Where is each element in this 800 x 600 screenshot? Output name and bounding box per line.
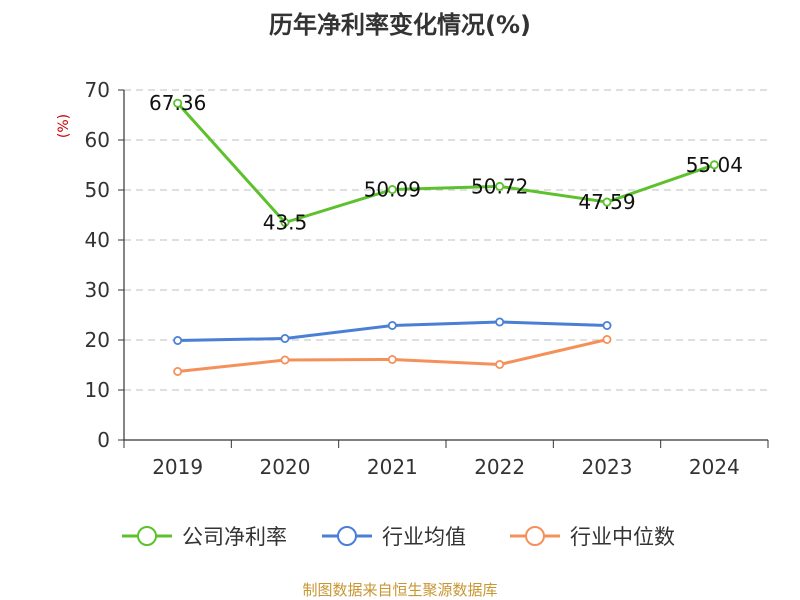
data-point[interactable] xyxy=(387,354,397,364)
data-labels: 67.36 43.5 50.09 50.72 47.59 55.04 xyxy=(149,91,743,234)
y-tick-label: 50 xyxy=(85,178,110,202)
data-point[interactable] xyxy=(387,185,397,195)
source-note: 制图数据来自恒生聚源数据库 xyxy=(302,581,497,599)
data-point[interactable] xyxy=(495,359,505,369)
legend-item-2[interactable]: 行业均值 xyxy=(322,525,466,549)
series-lines xyxy=(173,98,719,376)
data-point[interactable] xyxy=(280,217,290,227)
y-tick-label: 60 xyxy=(85,128,110,152)
series-line-1 xyxy=(176,102,715,224)
data-point[interactable] xyxy=(495,317,505,327)
data-point[interactable] xyxy=(173,98,183,108)
chart-title: 历年净利率变化情况(%) xyxy=(269,11,531,39)
legend-label: 公司净利率 xyxy=(182,525,287,549)
data-label: 50.09 xyxy=(364,178,421,202)
data-point[interactable] xyxy=(602,197,612,207)
y-axis-unit-label: (%) xyxy=(56,114,72,138)
axes: 0 10 20 30 40 50 60 70 2019 2020 2021 2022 2023 2024 xyxy=(85,78,769,479)
y-tick-label: 70 xyxy=(85,78,110,102)
x-tick-label: 2024 xyxy=(689,455,740,479)
x-tick-label: 2023 xyxy=(582,455,633,479)
data-point[interactable] xyxy=(709,160,719,170)
y-tick-label: 10 xyxy=(85,378,110,402)
y-tick-label: 40 xyxy=(85,228,110,252)
data-label: 67.36 xyxy=(149,91,206,115)
data-point[interactable] xyxy=(387,320,397,330)
legend-marker xyxy=(137,526,157,546)
grid-lines xyxy=(124,89,768,391)
y-tick-label: 0 xyxy=(97,428,110,452)
data-label: 47.59 xyxy=(578,190,635,214)
data-label: 50.72 xyxy=(471,174,528,198)
data-point[interactable] xyxy=(173,366,183,376)
data-point[interactable] xyxy=(280,333,290,343)
legend-marker xyxy=(337,526,357,546)
y-tick-label: 20 xyxy=(85,328,110,352)
legend-item-1[interactable]: 公司净利率 xyxy=(122,525,287,549)
y-tick-label: 30 xyxy=(85,278,110,302)
x-tick-label: 2022 xyxy=(474,455,525,479)
x-tick-label: 2021 xyxy=(367,455,418,479)
x-tick-label: 2020 xyxy=(260,455,311,479)
data-label: 55.04 xyxy=(686,153,743,177)
data-label: 43.5 xyxy=(263,211,308,235)
data-point[interactable] xyxy=(495,181,505,191)
x-tick-label: 2019 xyxy=(152,455,203,479)
legend-item-3[interactable]: 行业中位数 xyxy=(510,525,675,549)
legend[interactable]: 公司净利率 行业均值 行业中位数 xyxy=(122,525,675,549)
legend-label: 行业中位数 xyxy=(570,525,675,549)
data-point[interactable] xyxy=(280,355,290,365)
legend-marker xyxy=(525,526,545,546)
data-point[interactable] xyxy=(602,320,612,330)
legend-label: 行业均值 xyxy=(382,525,466,549)
data-point[interactable] xyxy=(173,335,183,345)
data-point[interactable] xyxy=(602,334,612,344)
